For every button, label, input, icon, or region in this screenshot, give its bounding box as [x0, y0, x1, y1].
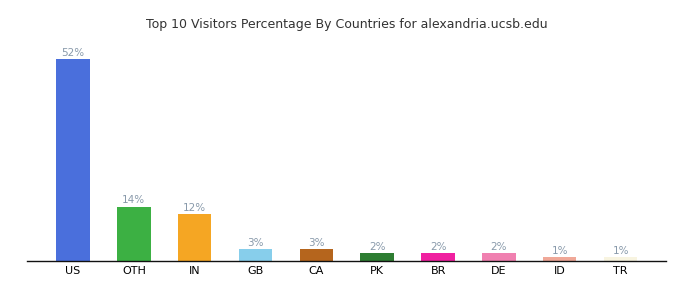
Bar — [482, 253, 515, 261]
Text: 3%: 3% — [308, 238, 324, 248]
Bar — [360, 253, 394, 261]
Bar — [300, 249, 333, 261]
Bar — [178, 214, 211, 261]
Text: 2%: 2% — [491, 242, 507, 252]
Title: Top 10 Visitors Percentage By Countries for alexandria.ucsb.edu: Top 10 Visitors Percentage By Countries … — [146, 18, 547, 31]
Text: 14%: 14% — [122, 195, 146, 205]
Text: 12%: 12% — [183, 203, 206, 213]
Text: 2%: 2% — [430, 242, 446, 252]
Text: 3%: 3% — [248, 238, 264, 248]
Text: 1%: 1% — [551, 246, 568, 256]
Text: 52%: 52% — [61, 48, 84, 58]
Text: 1%: 1% — [613, 246, 629, 256]
Text: 2%: 2% — [369, 242, 386, 252]
Bar — [117, 207, 150, 261]
Bar — [604, 257, 637, 261]
Bar — [422, 253, 455, 261]
Bar — [543, 257, 577, 261]
Bar — [239, 249, 272, 261]
Bar — [56, 59, 90, 261]
